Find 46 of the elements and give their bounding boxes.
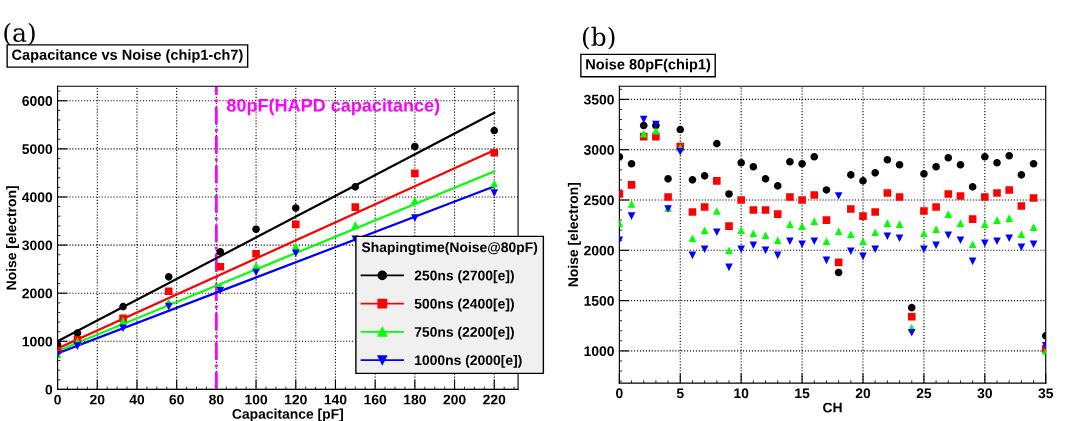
chart-title: Noise 80pF(chip1) (586, 58, 711, 73)
x-tick-label: 60 (169, 394, 184, 405)
y-tick-label: 4000 (22, 192, 53, 203)
x-tick-label: 15 (795, 388, 810, 399)
x-tick-label: 200 (443, 394, 466, 405)
x-tick-label: 25 (916, 388, 932, 399)
legend-label: 250ns (2700[e]) (414, 270, 514, 284)
x-tick-label: 160 (364, 394, 387, 405)
y-tick-label: 3000 (22, 240, 53, 251)
x-tick-label: 0 (616, 388, 623, 399)
y-tick-label: 3500 (583, 94, 614, 105)
y-tick-label: 2000 (22, 288, 53, 299)
legend-label: 750ns (2200[e]) (414, 326, 514, 340)
x-tick-label: 35 (1038, 388, 1054, 399)
text: (b) (582, 26, 615, 50)
y-tick-label: 1000 (584, 346, 614, 357)
y-axis-title: Noise [electron] (6, 186, 20, 290)
x-tick-label: 20 (90, 394, 105, 405)
y-axis-title: Noise [electron] (567, 183, 581, 287)
x-tick-label: 140 (324, 394, 347, 405)
x-axis-title: CH (823, 402, 842, 413)
x-tick-label: 220 (483, 394, 506, 405)
y-tick-label: 1000 (22, 336, 53, 347)
y-tick-label: 3000 (583, 145, 614, 155)
legend-label: 1000ns (2000[e]) (415, 354, 522, 368)
x-tick-label: 30 (977, 388, 992, 399)
x-axis-title: Capacitance [pF] (232, 408, 343, 421)
x-tick-label: 5 (676, 388, 684, 399)
x-tick-label: 10 (734, 388, 749, 399)
text: (a) (4, 22, 35, 46)
y-tick-label: 6000 (22, 96, 53, 106)
x-tick-label: 40 (129, 394, 145, 405)
legend-label: 500ns (2400[e]) (414, 298, 514, 312)
y-tick-label: 1500 (584, 295, 614, 306)
legend-title: Shapingtime(Noise@80pF) (361, 241, 538, 255)
ref-line-label: 80pF(HAPD capacitance) (226, 98, 440, 116)
x-tick-label: 180 (404, 394, 426, 405)
x-tick-label: 120 (285, 394, 307, 405)
x-tick-label: 0 (54, 394, 61, 405)
y-tick-label: 5000 (22, 144, 53, 155)
x-tick-label: 80 (209, 394, 224, 405)
x-tick-label: 100 (245, 394, 268, 405)
y-tick-label: 2000 (584, 245, 614, 256)
chart-title: Capacitance vs Noise (chip1-ch7) (12, 49, 243, 63)
x-tick-label: 20 (855, 388, 871, 399)
y-tick-label: 2500 (584, 195, 614, 206)
